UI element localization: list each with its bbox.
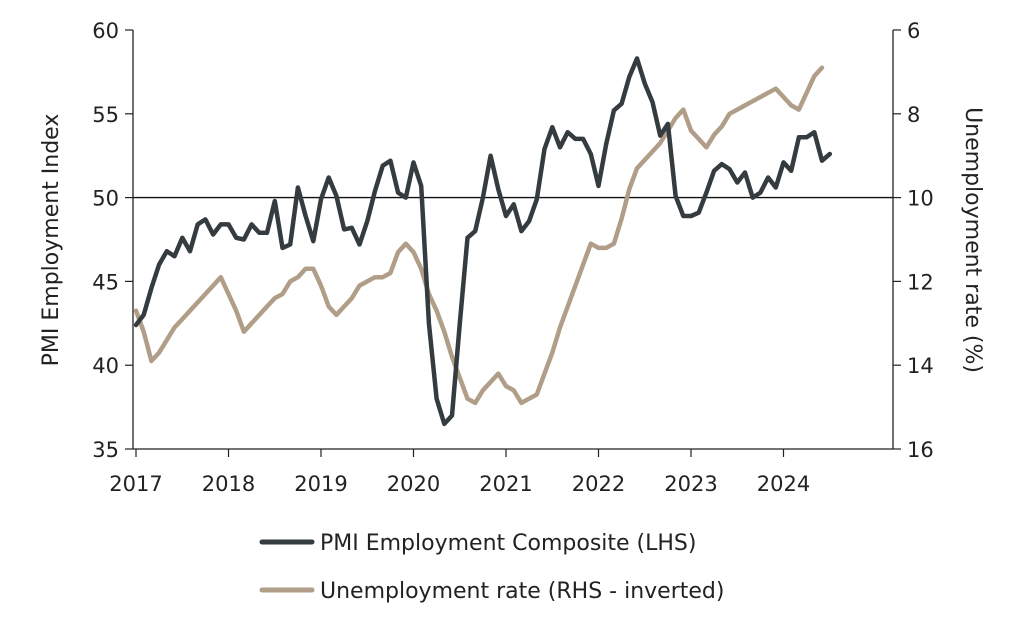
pmi-employment-series-line — [133, 56, 833, 427]
x-tick-label: 2020 — [387, 472, 440, 496]
unemployment-rate-series-line — [133, 65, 825, 406]
right-y-tick-label: 12 — [907, 270, 934, 294]
x-tick-label: 2024 — [757, 472, 810, 496]
right-y-tick-label: 8 — [907, 103, 920, 127]
legend-label: PMI Employment Composite (LHS) — [320, 531, 696, 556]
legend-label: Unemployment rate (RHS - inverted) — [320, 579, 724, 604]
left-y-tick-label: 60 — [92, 19, 119, 43]
right-axis-title: Unemployment rate (%) — [960, 107, 985, 373]
right-y-tick-label: 6 — [907, 19, 920, 43]
series-layer — [133, 56, 833, 427]
x-axis-ticks: 2017 2018 2019 2020 2021 2022 2023 2024 — [109, 449, 810, 496]
right-y-axis-ticks: 6 8 10 12 14 16 — [893, 19, 934, 462]
left-y-tick-label: 55 — [92, 103, 119, 127]
right-y-tick-label: 10 — [907, 187, 934, 211]
x-tick-label: 2023 — [664, 472, 717, 496]
left-y-tick-label: 50 — [92, 187, 119, 211]
x-tick-label: 2017 — [109, 472, 162, 496]
x-tick-label: 2022 — [572, 472, 625, 496]
x-tick-label: 2019 — [294, 472, 347, 496]
x-tick-label: 2021 — [479, 472, 532, 496]
left-axis-title: PMI Employment Index — [39, 114, 64, 367]
left-y-tick-label: 35 — [92, 438, 119, 462]
x-tick-label: 2018 — [202, 472, 255, 496]
left-y-tick-label: 40 — [92, 354, 119, 378]
left-y-axis-ticks: 60 55 50 45 40 35 — [92, 19, 133, 462]
right-y-tick-label: 14 — [907, 354, 934, 378]
left-y-tick-label: 45 — [92, 270, 119, 294]
legend: PMI Employment Composite (LHS) Unemployme… — [259, 531, 724, 604]
right-y-tick-label: 16 — [907, 438, 934, 462]
axes-frame — [132, 30, 894, 450]
